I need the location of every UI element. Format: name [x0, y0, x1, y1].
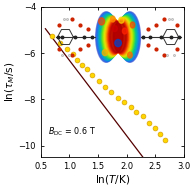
Point	[85, 68, 88, 71]
Text: $\mathit{B}_\mathrm{DC}$ = 0.6 T: $\mathit{B}_\mathrm{DC}$ = 0.6 T	[48, 125, 95, 138]
Point	[147, 121, 151, 124]
Point	[97, 79, 100, 82]
Point	[164, 138, 167, 141]
Point	[58, 41, 61, 44]
Point	[71, 53, 74, 56]
Point	[129, 106, 132, 109]
X-axis label: $\ln(T/\mathrm{K})$: $\ln(T/\mathrm{K})$	[95, 173, 130, 186]
Y-axis label: $\ln(\tau_M/\mathrm{s})$: $\ln(\tau_M/\mathrm{s})$	[3, 62, 17, 102]
Point	[76, 58, 79, 61]
Point	[159, 133, 162, 136]
Point	[141, 115, 144, 118]
Point	[123, 101, 126, 104]
Point	[110, 91, 113, 94]
Point	[90, 73, 93, 76]
Point	[50, 34, 53, 37]
Point	[135, 110, 138, 113]
Point	[117, 96, 120, 99]
Point	[81, 63, 84, 66]
Point	[65, 48, 68, 51]
Point	[104, 86, 107, 89]
Point	[154, 127, 157, 130]
